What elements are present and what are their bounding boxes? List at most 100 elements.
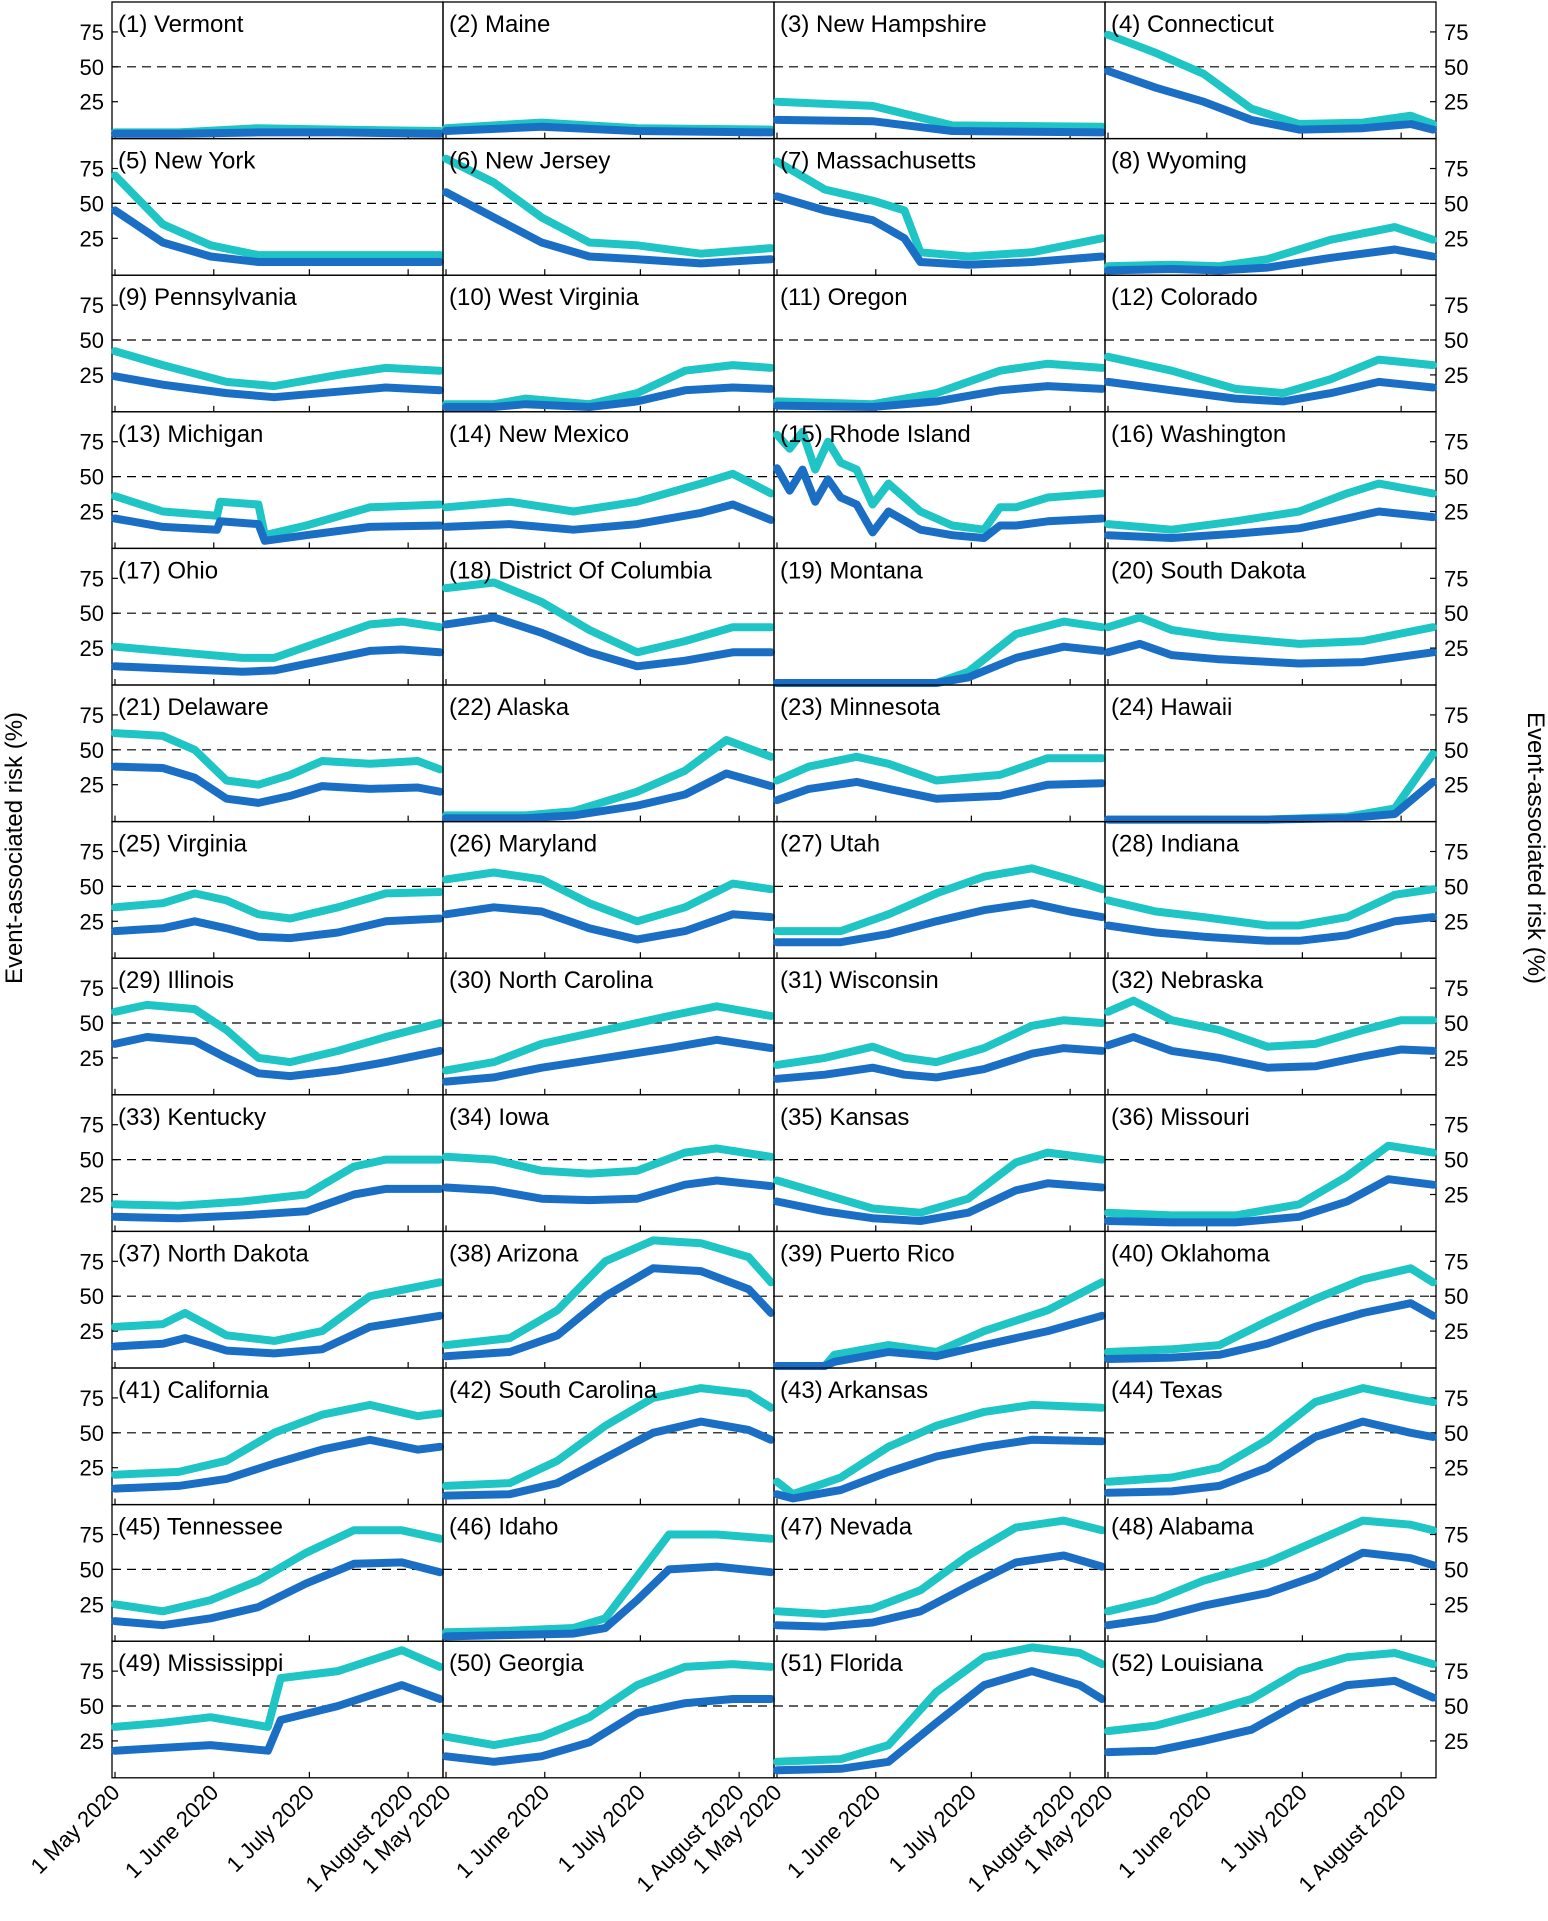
panel-title: (15) Rhode Island — [780, 421, 971, 448]
panel-title: (42) South Carolina — [449, 1377, 658, 1404]
y-tick-label: 50 — [1444, 1421, 1468, 1446]
series-line-light — [111, 1526, 444, 1616]
y-axis-label-right: Event-associated risk (%) — [1522, 712, 1548, 984]
series-line-dark — [111, 206, 444, 266]
panel-title: (34) Iowa — [449, 1104, 550, 1131]
series-line-dark — [442, 1417, 775, 1500]
series-line-dark — [442, 122, 775, 137]
panel: 25 50 75 (44) Texas — [1104, 1367, 1468, 1506]
series-line-light — [773, 1400, 1106, 1499]
series-line-light — [111, 1278, 444, 1345]
x-tick-label: 1 June 2020 — [451, 1780, 554, 1883]
y-tick-label: 25 — [1444, 90, 1468, 115]
series-line-light — [111, 617, 444, 662]
y-tick-label: 25 — [1444, 1319, 1468, 1344]
panel: 25 50 75 (16) Washington — [1104, 411, 1468, 550]
y-tick-label: 25 — [80, 90, 104, 115]
y-tick-label: 75 — [1444, 20, 1468, 45]
series-line-dark — [442, 1176, 775, 1205]
y-tick-label: 75 — [80, 976, 104, 1001]
panel-title: (6) New Jersey — [449, 148, 610, 175]
y-tick-label: 50 — [80, 191, 104, 216]
series-line-dark — [111, 128, 444, 138]
y-tick-label: 50 — [1444, 738, 1468, 763]
series-line-dark — [442, 1264, 775, 1361]
panel: 25 50 75 (17) Ohio — [80, 547, 444, 686]
panel: 25 50 75 (40) Oklahoma — [1104, 1230, 1468, 1369]
series-line-light — [1104, 479, 1437, 534]
panel-title: (13) Michigan — [118, 421, 263, 448]
y-tick-label: 25 — [1444, 363, 1468, 388]
panel-title: (14) New Mexico — [449, 421, 629, 448]
panel: (23) Minnesota — [773, 684, 1106, 823]
panel: 25 50 75 (49) Mississippi — [80, 1640, 444, 1779]
y-axis-label-left: Event-associated risk (%) — [1, 712, 28, 984]
panel: (42) South Carolina — [442, 1367, 775, 1506]
y-tick-label: 25 — [80, 1183, 104, 1208]
panel: 25 50 75 (25) Virginia — [80, 820, 444, 959]
y-tick-label: 25 — [1444, 636, 1468, 661]
y-tick-label: 50 — [80, 738, 104, 763]
y-tick-label: 75 — [1444, 840, 1468, 865]
panel-title: (49) Mississippi — [118, 1650, 283, 1677]
panel: (35) Kansas — [773, 1094, 1106, 1233]
series-line-light — [111, 347, 444, 391]
series-line-dark — [773, 1435, 1106, 1503]
y-tick-label: 75 — [1444, 703, 1468, 728]
y-tick-label: 25 — [1444, 773, 1468, 798]
series-line-light — [773, 427, 1106, 534]
panel: (38) Arizona — [442, 1230, 775, 1369]
panel: 25 50 75 (21) Delaware — [80, 684, 444, 823]
panel: (2) Maine — [442, 1, 775, 140]
y-tick-label: 75 — [1444, 566, 1468, 591]
series-line-light — [442, 1002, 775, 1075]
y-tick-label: 25 — [1444, 500, 1468, 525]
series-line-light — [1104, 613, 1437, 648]
x-tick-label: 1 July 2020 — [553, 1780, 650, 1877]
panel: (14) New Mexico — [442, 411, 775, 550]
y-tick-label: 75 — [80, 157, 104, 182]
series-line-dark — [442, 1562, 775, 1641]
series-line-dark — [442, 769, 775, 823]
series-line-light — [773, 157, 1106, 261]
panel-title: (32) Nebraska — [1111, 967, 1264, 994]
y-tick-label: 50 — [1444, 55, 1468, 80]
y-tick-label: 25 — [1444, 1046, 1468, 1071]
panel: (27) Utah — [773, 820, 1106, 959]
panel: 25 50 75 (33) Kentucky — [80, 1094, 444, 1233]
series-line-dark — [1104, 1299, 1437, 1363]
y-tick-label: 75 — [80, 1249, 104, 1274]
panel: 25 50 75 (48) Alabama — [1104, 1503, 1468, 1642]
panel: 25 50 75 (1) Vermont — [80, 1, 444, 140]
series-line-light — [773, 1516, 1106, 1619]
y-tick-label: 50 — [80, 601, 104, 626]
panel-title: (11) Oregon — [780, 284, 908, 311]
x-tick-label: 1 May 2020 — [26, 1780, 125, 1879]
panel-title: (52) Louisiana — [1111, 1650, 1264, 1677]
series-line-light — [111, 888, 444, 923]
panel-title: (7) Massachusetts — [780, 148, 976, 175]
y-tick-label: 50 — [1444, 1011, 1468, 1036]
panel-title: (40) Oklahoma — [1111, 1240, 1270, 1267]
panel: 25 50 75 (5) New York — [80, 137, 444, 276]
panel: (19) Montana — [773, 547, 1106, 687]
y-tick-label: 25 — [1444, 226, 1468, 251]
series-line-light — [1104, 223, 1437, 271]
panel-title: (27) Utah — [780, 831, 880, 858]
series-line-dark — [111, 1681, 444, 1755]
series-line-dark — [111, 914, 444, 943]
panel: (10) West Virginia — [442, 274, 775, 413]
series-line-dark — [442, 500, 775, 534]
y-tick-label: 50 — [1444, 1694, 1468, 1719]
panel: (39) Puerto Rico — [773, 1230, 1106, 1370]
panel-title: (17) Ohio — [118, 557, 218, 584]
y-tick-label: 25 — [1444, 1456, 1468, 1481]
panel: 25 50 75 (41) California — [80, 1367, 444, 1506]
y-tick-label: 75 — [1444, 293, 1468, 318]
series-line-light — [773, 864, 1106, 936]
y-tick-label: 25 — [80, 1319, 104, 1344]
y-tick-label: 50 — [1444, 1557, 1468, 1582]
series-line-dark — [1104, 1676, 1437, 1757]
y-tick-label: 50 — [80, 1011, 104, 1036]
series-line-dark — [773, 777, 1106, 805]
